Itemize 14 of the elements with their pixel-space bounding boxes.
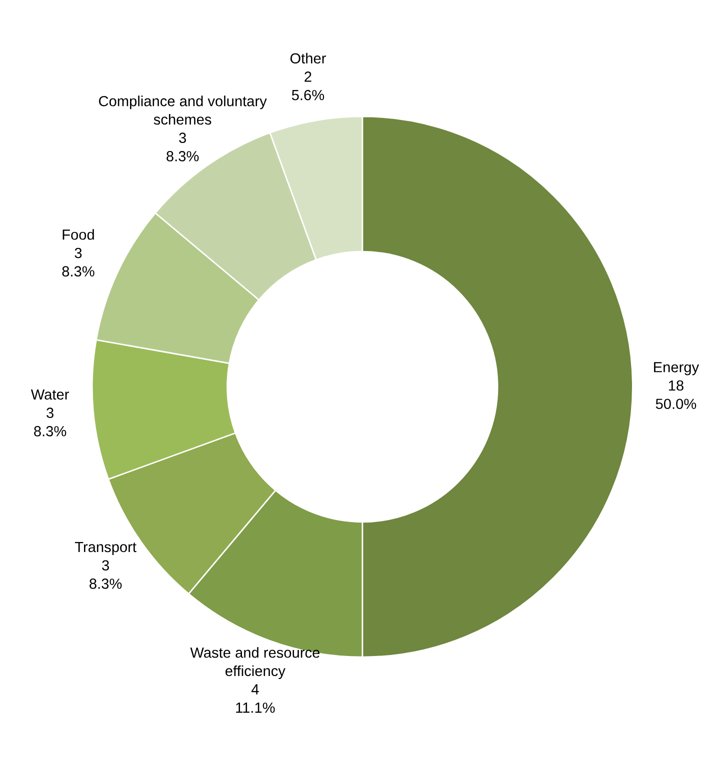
slice-label: Food xyxy=(62,229,94,240)
data-label: 2 5.6% xyxy=(292,72,324,100)
data-label: 18 50.0% xyxy=(656,380,696,410)
slice-label: Energy xyxy=(654,362,700,376)
data-label: 3 8.3% xyxy=(166,132,199,162)
data-label: 4 11.1% xyxy=(236,684,275,713)
slice-label: Transport xyxy=(74,542,136,556)
slice-label: Other xyxy=(290,52,326,64)
slice-label: Compliance and voluntary schemes xyxy=(99,96,267,125)
data-label: 3 8.3% xyxy=(34,408,66,436)
slice-label: Waste and resource efficiency xyxy=(190,647,320,680)
data-label: 3 8.3% xyxy=(90,560,122,589)
data-label: 3 8.3% xyxy=(62,248,94,277)
slice-label: Water xyxy=(30,389,69,400)
